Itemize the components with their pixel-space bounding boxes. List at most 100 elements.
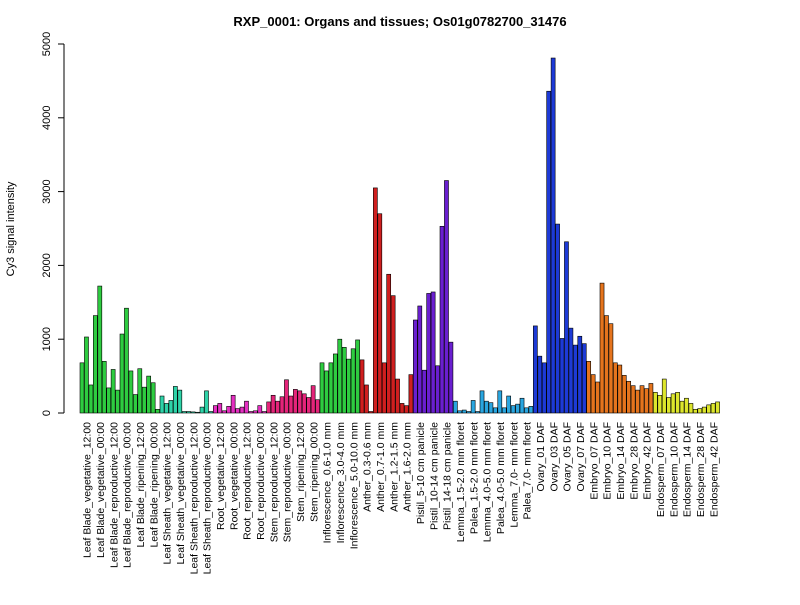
bar	[515, 403, 520, 414]
bar	[533, 325, 538, 414]
bar	[701, 406, 707, 414]
bar	[688, 403, 694, 414]
bar	[639, 385, 645, 414]
bar	[408, 374, 414, 414]
bar	[244, 400, 249, 414]
bar	[195, 411, 200, 414]
x-tick-label: Ovary_01 DAF	[535, 422, 547, 491]
bar	[484, 400, 489, 414]
bar	[106, 387, 112, 414]
bar	[128, 370, 134, 414]
bar	[706, 404, 712, 414]
bar	[715, 401, 720, 414]
bar	[141, 386, 147, 414]
y-axis-label: Cy3 signal intensity	[5, 181, 17, 276]
x-tick-label: Ovary_05 DAF	[562, 422, 574, 491]
x-tick-label: Pistil_5-10 cm panicle	[415, 422, 427, 524]
x-tick-label: Endosperm_28 DAF	[695, 422, 707, 517]
bar	[466, 411, 472, 414]
bar	[444, 180, 449, 414]
bar	[84, 336, 89, 414]
x-tick-label: Palea_4.0-5.0 mm floret	[495, 422, 507, 534]
bar	[101, 361, 107, 414]
bar	[248, 411, 254, 414]
bar	[390, 295, 396, 414]
bar	[666, 397, 672, 414]
bar	[470, 400, 476, 414]
bar	[693, 409, 698, 414]
bar	[293, 389, 298, 414]
bar	[555, 223, 560, 414]
bar	[319, 362, 325, 414]
x-tick-label: Endosperm_42 DAF	[708, 422, 720, 517]
x-tick-label: Pistil_14-18 cm panicle	[442, 422, 454, 530]
y-axis: 0 1000 2000 3000 4000 5000	[41, 32, 65, 416]
x-tick-label: Leaf Blade_reproductive_00:00	[122, 422, 134, 568]
bar	[177, 389, 183, 414]
x-tick-label: Lemma_4.0-5.0 mm floret	[482, 422, 494, 542]
bar	[257, 405, 263, 414]
bar	[430, 291, 436, 414]
bar	[270, 394, 276, 414]
x-tick-label: Embryo_42 DAF	[642, 422, 654, 500]
x-tick-label: Ovary_03 DAF	[548, 422, 560, 491]
x-tick-label: Anther_0.3-0.6 mm	[362, 422, 374, 512]
x-tick-label: Stem_reproductive_00:00	[282, 422, 294, 542]
bar	[261, 411, 267, 414]
bar	[346, 358, 352, 414]
bar	[501, 407, 507, 414]
bar	[288, 395, 294, 414]
bar	[208, 411, 214, 414]
bar	[239, 406, 245, 414]
bar	[697, 408, 703, 414]
bar	[381, 362, 387, 414]
bar	[528, 406, 534, 414]
y-tick-label: 3000	[41, 179, 53, 203]
x-tick-label: Pistil_10-14 cm panicle	[428, 422, 440, 530]
x-tick-label: Inflorescence_0.6-1.0 mm	[322, 422, 334, 544]
bar	[488, 402, 494, 414]
x-tick-label: Anther_1.2-1.5 mm	[388, 422, 400, 512]
x-tick-label: Leaf Blade_ripening_00:00	[148, 422, 160, 548]
bar	[546, 90, 552, 414]
bar	[590, 374, 596, 414]
bar	[373, 187, 378, 414]
bar	[541, 362, 547, 414]
bar	[475, 411, 480, 414]
bar	[324, 370, 329, 414]
bar	[350, 348, 356, 414]
x-tick-label: Anther_0.7-1.0 mm	[375, 422, 387, 512]
bar	[595, 381, 600, 414]
bar	[355, 339, 360, 414]
bar	[159, 395, 165, 414]
x-tick-label: Root_vegetative_00:00	[228, 422, 240, 530]
bar	[146, 375, 152, 414]
x-tick-label: Embryo_10 DAF	[602, 422, 614, 500]
bar	[386, 273, 392, 414]
bar	[648, 383, 654, 414]
bar	[253, 410, 258, 414]
bar	[617, 364, 623, 414]
bar	[93, 315, 98, 414]
bar	[115, 389, 120, 414]
x-tick-label: Leaf Sheath_vegetative_12:00	[162, 422, 174, 565]
x-tick-label: Lemma_1.5-2.0 mm floret	[455, 422, 467, 542]
bar	[266, 401, 272, 414]
bar	[368, 411, 374, 414]
bar	[204, 390, 209, 414]
bar	[577, 335, 583, 414]
bar	[119, 333, 125, 414]
bar	[186, 411, 192, 414]
bar	[275, 400, 280, 414]
bar	[435, 365, 440, 414]
x-tick-label: Palea_7.0- mm floret	[522, 422, 534, 520]
x-tick-label: Root_reproductive_12:00	[242, 422, 254, 540]
x-tick-label: Endosperm_07 DAF	[655, 422, 667, 517]
bar	[133, 394, 138, 414]
chart-title: RXP_0001: Organs and tissues; Os01g07827…	[233, 14, 566, 29]
y-tick-label: 4000	[41, 106, 53, 130]
bar	[150, 382, 156, 414]
bar	[537, 355, 543, 414]
bar	[279, 396, 285, 414]
x-tick-label: Stem_reproductive_12:00	[268, 422, 280, 542]
